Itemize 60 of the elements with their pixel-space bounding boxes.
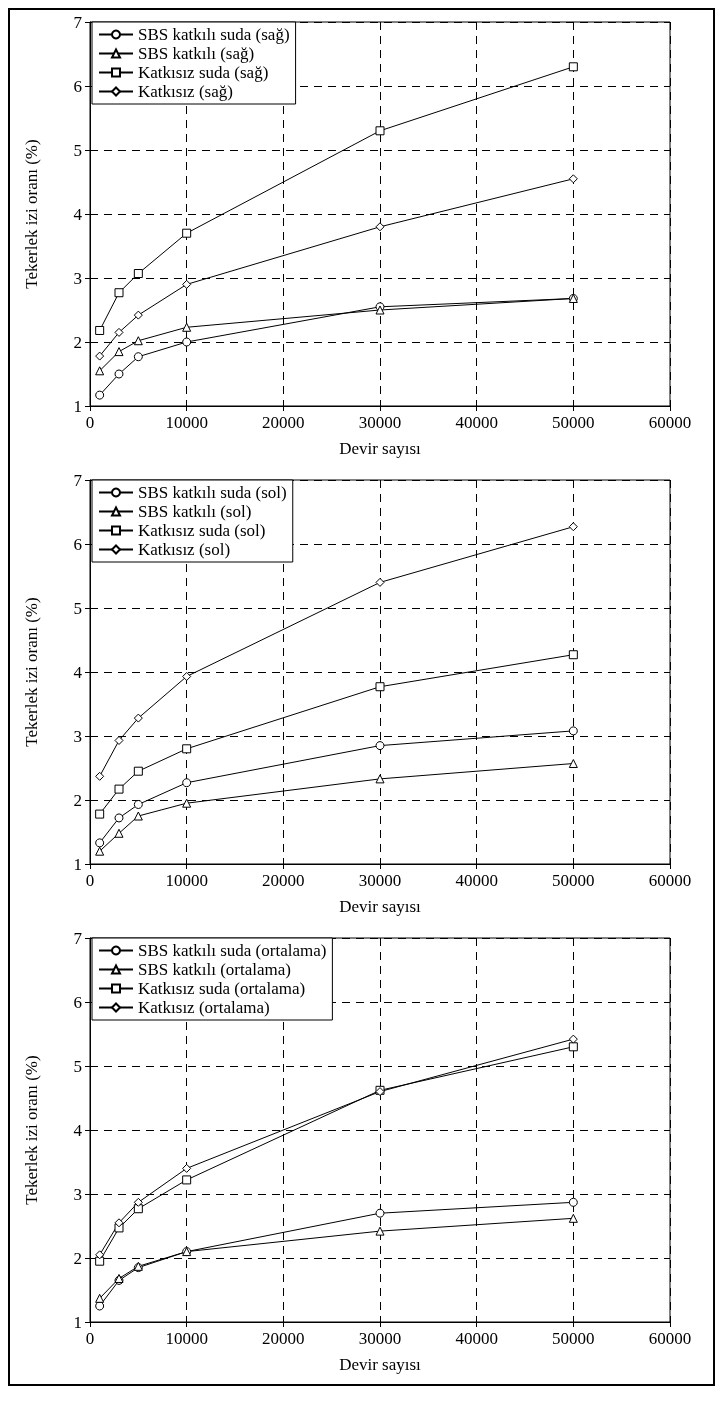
y-tick-label: 4	[73, 204, 83, 224]
y-tick-label: 3	[73, 726, 82, 746]
y-tick-label: 7	[73, 928, 83, 948]
y-tick-label: 2	[73, 1248, 82, 1268]
x-tick-label: 0	[85, 1329, 95, 1348]
x-tick-label: 0	[85, 413, 95, 432]
y-tick-label: 1	[73, 854, 82, 874]
x-tick-label: 20000	[262, 871, 305, 890]
y-tick-label: 5	[73, 1056, 82, 1076]
x-tick-label: 50000	[552, 871, 595, 890]
y-tick-label: 5	[73, 598, 82, 618]
legend-label: Katkısız (ortalama)	[138, 998, 270, 1017]
x-tick-label: 20000	[262, 1329, 305, 1348]
y-axis-title: Tekerlek izi oranı (%)	[22, 597, 41, 747]
y-tick-label: 6	[73, 992, 82, 1012]
legend-label: SBS katkılı suda (sağ)	[138, 25, 290, 44]
legend-label: SBS katkılı (ortalama)	[138, 960, 291, 979]
x-axis-title: Devir sayısı	[339, 1355, 422, 1374]
y-axis-title: Tekerlek izi oranı (%)	[22, 1055, 41, 1205]
y-axis-title: Tekerlek izi oranı (%)	[22, 139, 41, 289]
y-tick-label: 2	[73, 790, 82, 810]
legend-label: Katkısız (sol)	[138, 540, 231, 559]
y-tick-label: 4	[73, 1120, 83, 1140]
y-tick-label: 2	[73, 332, 82, 352]
legend-label: Katkısız (sağ)	[138, 82, 233, 101]
x-tick-label: 50000	[552, 1329, 595, 1348]
legend-label: SBS katkılı suda (ortalama)	[138, 941, 327, 960]
x-tick-label: 60000	[648, 1329, 692, 1348]
y-tick-label: 3	[73, 1184, 82, 1204]
x-tick-label: 50000	[552, 413, 595, 432]
legend-label: Katkısız suda (ortalama)	[138, 979, 306, 998]
x-tick-label: 30000	[358, 871, 402, 890]
x-tick-label: 60000	[648, 871, 692, 890]
y-tick-label: 7	[73, 470, 83, 490]
x-tick-label: 10000	[165, 871, 208, 890]
legend-label: SBS katkılı suda (sol)	[138, 483, 287, 502]
x-tick-label: 40000	[455, 1329, 498, 1348]
x-tick-label: 20000	[262, 413, 305, 432]
x-axis-title: Devir sayısı	[339, 897, 422, 916]
y-tick-label: 4	[73, 662, 83, 682]
x-axis-title: Devir sayısı	[339, 439, 422, 458]
y-tick-label: 1	[73, 1312, 82, 1332]
y-tick-label: 7	[73, 12, 83, 32]
x-tick-label: 10000	[165, 413, 208, 432]
x-tick-label: 60000	[648, 413, 692, 432]
x-tick-label: 40000	[455, 871, 498, 890]
x-tick-label: 30000	[358, 413, 402, 432]
y-tick-label: 5	[73, 140, 82, 160]
y-tick-label: 6	[73, 534, 82, 554]
legend-label: SBS katkılı (sağ)	[138, 44, 255, 63]
y-tick-label: 6	[73, 76, 82, 96]
legend-label: Katkısız suda (sol)	[138, 521, 266, 540]
x-tick-label: 30000	[358, 1329, 402, 1348]
legend-label: SBS katkılı (sol)	[138, 502, 252, 521]
y-tick-label: 1	[73, 396, 82, 416]
legend-label: Katkısız suda (sağ)	[138, 63, 269, 82]
y-tick-label: 3	[73, 268, 82, 288]
x-tick-label: 10000	[165, 1329, 208, 1348]
x-tick-label: 0	[85, 871, 95, 890]
x-tick-label: 40000	[455, 413, 498, 432]
